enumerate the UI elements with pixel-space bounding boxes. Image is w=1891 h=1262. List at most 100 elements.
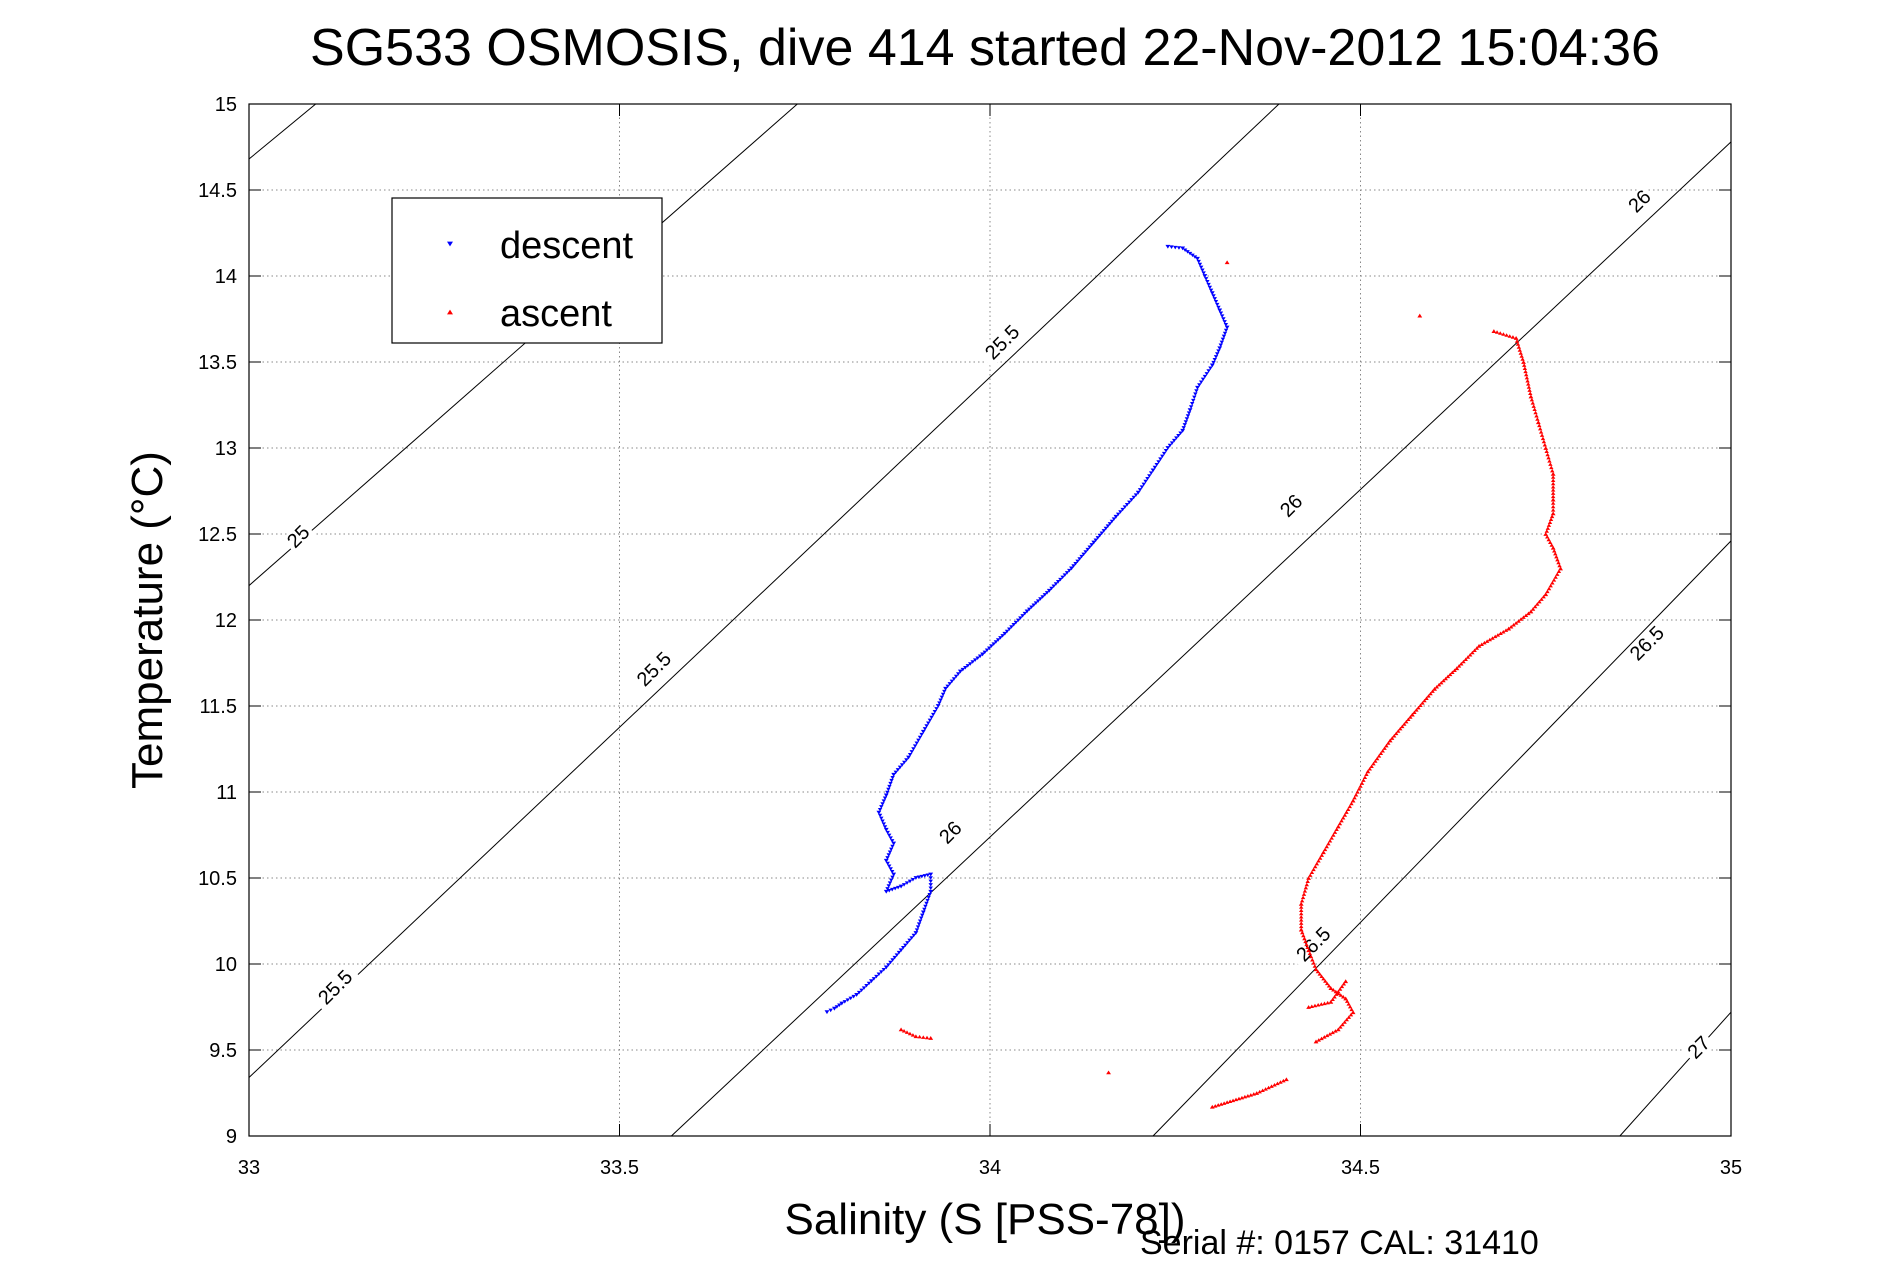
descent-trace-44-2	[848, 996, 853, 1001]
descent-point-8	[1209, 363, 1215, 368]
ascent-trace-18-3	[1447, 672, 1453, 677]
descent-trace-37-2	[928, 879, 933, 884]
ascent-point-41	[1209, 1104, 1215, 1109]
descent-trace-13-2	[1147, 474, 1152, 478]
descent-trace-15-5	[1103, 526, 1109, 531]
ascent-trace-3-7	[1520, 357, 1525, 361]
ascent-trace-39-5	[1269, 1084, 1274, 1088]
descent-trace-5-5	[1223, 322, 1229, 327]
descent-trace-25-2	[917, 735, 923, 740]
descent-trace-10-3	[1184, 417, 1190, 421]
descent-trace-12-6	[1154, 463, 1159, 467]
ascent-point-38	[1306, 1005, 1312, 1009]
descent-trace-10-4	[1183, 420, 1189, 424]
ascent-trace-10-6	[1544, 529, 1550, 533]
descent-point-16	[1091, 540, 1097, 545]
descent-trace-33-1	[890, 875, 895, 880]
descent-trace-28-3	[880, 802, 885, 806]
ascent-trace-37-1	[1325, 1000, 1330, 1005]
descent-trace-38-6	[922, 907, 927, 912]
ascent-trace-12-3	[1554, 554, 1559, 559]
ascent-point-22	[1365, 769, 1371, 774]
ascent-trace-8-6	[1550, 491, 1556, 495]
y-tick-label-4: 11	[216, 782, 237, 804]
descent-trace-1-4	[1190, 253, 1195, 258]
ascent-trace-17-9	[1456, 664, 1462, 668]
ascent-trace-24-7	[1324, 844, 1329, 849]
descent-trace-23-5	[937, 701, 942, 705]
ascent-trace-40-9	[1227, 1099, 1233, 1104]
ascent-point-28	[1298, 927, 1304, 932]
descent-trace-25-4	[914, 741, 919, 746]
ascent-trace-22-6	[1356, 787, 1362, 791]
descent-trace-43-5	[856, 990, 862, 995]
ascent-point-19	[1432, 686, 1437, 691]
descent-trace-13-7	[1137, 488, 1143, 492]
descent-trace-38-4	[924, 901, 929, 906]
ascent-trace-42-1	[924, 1035, 930, 1040]
ascent-trace-16-6	[1490, 636, 1495, 640]
descent-trace-25-1	[919, 732, 924, 737]
ascent-trace-33-2	[1346, 1015, 1352, 1019]
ascent-trace-30-2	[1317, 972, 1322, 976]
ascent-point-42	[928, 1036, 934, 1040]
descent-trace-30-2	[887, 833, 892, 838]
density-contour-line-4	[1152, 540, 1732, 1137]
descent-trace-38-3	[925, 898, 930, 903]
ascent-trace-5-4	[1532, 407, 1537, 412]
ascent-trace-4-7	[1526, 382, 1531, 386]
ascent-trace-39-7	[1263, 1087, 1268, 1091]
descent-trace-15-4	[1105, 524, 1111, 528]
descent-trace-18-7	[1031, 603, 1036, 607]
ascent-point-1	[1417, 313, 1423, 318]
descent-trace-1-3	[1187, 251, 1193, 256]
descent-trace-34-4	[895, 885, 901, 890]
ascent-trace-42-3	[917, 1034, 922, 1039]
ascent-trace-19-1	[1430, 689, 1435, 693]
ascent-trace-43-3	[904, 1030, 910, 1034]
ascent-trace-13-8	[1545, 589, 1550, 594]
ascent-trace-30-4	[1321, 976, 1326, 981]
descent-trace-2-5	[1201, 271, 1206, 275]
descent-trace-17-7	[1053, 582, 1059, 586]
ascent-trace-18-5	[1443, 676, 1448, 681]
ascent-trace-23-7	[1339, 818, 1344, 823]
ascent-trace-13-3	[1553, 575, 1558, 579]
ascent-trace-4-2	[1522, 366, 1528, 371]
descent-trace-31-2	[889, 847, 894, 852]
ascent-trace-29-3	[1310, 957, 1315, 962]
ascent-trace-25-2	[1317, 856, 1323, 860]
descent-point-13	[1150, 468, 1156, 473]
ascent-point-30	[1313, 967, 1319, 972]
descent-trace-14-8	[1118, 510, 1123, 514]
descent-point-4	[1209, 291, 1215, 296]
ascent-trace-32-2	[1346, 1002, 1351, 1006]
descent-trace-5-2	[1219, 314, 1225, 318]
descent-trace-16-2	[1087, 545, 1092, 550]
ascent-trace-2-5	[1507, 334, 1512, 338]
ascent-trace-8-2	[1550, 478, 1556, 483]
descent-trace-10-5	[1182, 423, 1187, 427]
descent-trace-19-1	[1022, 611, 1028, 616]
descent-trace-2-3	[1198, 265, 1204, 270]
descent-trace-33-3	[887, 881, 893, 885]
descent-point-22	[957, 669, 963, 674]
descent-trace-19-9	[1004, 629, 1010, 634]
descent-trace-14-5	[1124, 503, 1130, 507]
descent-trace-41-4	[890, 958, 895, 962]
descent-trace-22-1	[956, 672, 961, 676]
ascent-trace-30-7	[1326, 983, 1332, 988]
descent-point-19	[1024, 609, 1030, 614]
descent-trace-19-3	[1018, 616, 1023, 620]
ascent-trace-31-5	[1341, 994, 1346, 999]
descent-point-11	[1180, 428, 1186, 433]
ascent-trace-33-5	[1340, 1022, 1345, 1027]
ascent-trace-32-1	[1344, 999, 1350, 1003]
descent-trace-23-1	[942, 689, 947, 694]
descent-trace-8-2	[1206, 369, 1211, 373]
ascent-trace-22-8	[1353, 792, 1359, 797]
ascent-trace-36-3	[1337, 987, 1343, 991]
ascent-point-36	[1343, 979, 1349, 984]
ascent-trace-2-2	[1498, 331, 1503, 335]
descent-trace-15-8	[1097, 533, 1103, 538]
